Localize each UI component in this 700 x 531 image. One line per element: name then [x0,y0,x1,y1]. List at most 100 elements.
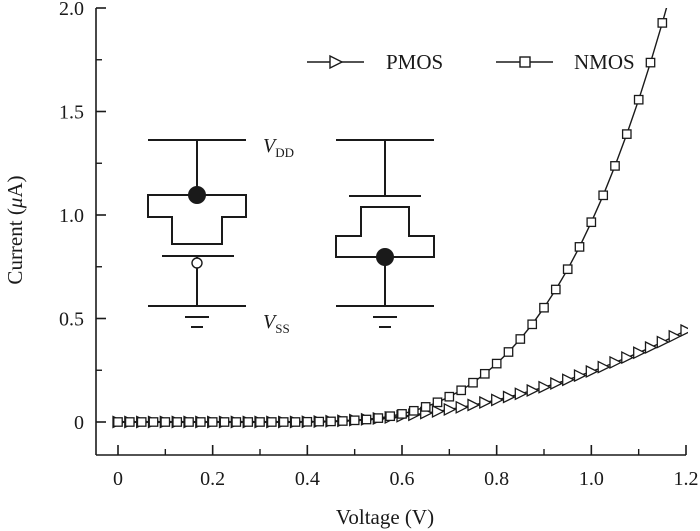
nmos-point [645,57,656,68]
nmos-point [527,319,538,330]
pmos-point [502,390,516,404]
nmos-point [468,377,478,388]
pmos-point [455,400,469,414]
pmos-point [443,402,457,416]
inset-left-filled-dot [188,186,206,204]
x-tick-label: 0.4 [295,468,320,490]
legend: PMOS NMOS [307,50,635,74]
plot-frame [96,8,686,455]
y-tick-label: 1.5 [59,102,84,124]
nmos-point [397,409,407,419]
nmos-point [361,414,372,425]
inset-left-body [147,194,247,245]
y-axis-title: Current (μA) [3,175,27,284]
nmos-point [503,347,514,357]
nmos-point [515,334,526,344]
pmos-point [538,380,552,394]
nmos-point [574,242,585,252]
nmos-point [243,417,254,427]
pmos-point [431,404,445,418]
x-tick-label: 1.0 [579,468,604,490]
nmos-point [373,413,384,423]
nmos-point [290,417,301,427]
nmos-point [172,417,183,427]
nmos-point [184,417,194,427]
nmos-point [255,417,265,427]
nmos-point [598,190,609,201]
inset-vdd-label: VDD [263,135,294,160]
pmos-point [585,364,599,379]
series-layer [112,8,688,429]
y-tick-label: 2.0 [59,0,84,20]
nmos-point [266,417,277,427]
x-tick-label: 0.6 [390,468,415,490]
nmos-point [148,417,159,427]
pmos-point [467,398,481,412]
plot-area: 0 0.5 1.0 1.5 2.0 0 0.2 0.4 0.6 0.8 1.0 1.2 [59,0,699,490]
inset-vss-label: VSS [263,311,290,336]
nmos-point [562,264,573,275]
inset-vss-main: V [263,311,278,333]
y-axis-title-mu: μ [3,198,27,210]
x-axis-title: Voltage (V) [336,505,434,529]
nmos-point [586,217,597,228]
nmos-point [621,129,632,139]
nmos-point [550,284,561,295]
nmos-point [113,417,123,427]
nmos-point [385,411,396,422]
nmos-point [160,417,171,427]
nmos-point [456,385,467,396]
pmos-point [621,351,635,365]
nmos-point [633,94,644,105]
pmos-point [609,355,623,369]
legend-pmos-label: PMOS [386,50,443,74]
nmos-point [432,397,443,408]
pmos-point [597,360,611,374]
nmos-point [195,417,206,427]
nmos-point [479,368,490,379]
legend-nmos-label: NMOS [574,50,635,74]
y-axis-title-suffix: A) [3,175,27,197]
nmos-point [314,416,325,427]
y-axis-title-prefix: Current ( [3,208,27,284]
nmos-point [302,416,313,427]
nmos-point [219,417,230,427]
nmos-point [408,405,419,416]
pmos-point [680,323,688,338]
nmos-point [136,417,147,427]
y-tick-label: 1.0 [59,205,84,227]
nmos-point [231,417,242,427]
pmos-point [514,387,528,401]
pmos-point [668,329,682,343]
x-tick-label: 0 [113,468,123,490]
legend-nmos-marker [519,56,531,68]
legend-pmos-marker [329,54,344,70]
pmos-point [656,335,670,349]
nmos-point [657,18,668,28]
series-line-pmos [118,329,687,423]
nmos-point [444,391,455,402]
nmos-point [491,358,502,369]
x-tick-label: 0.2 [200,468,225,490]
inset-schematic [147,139,435,328]
nmos-point [207,417,218,427]
y-tick-label: 0.5 [59,309,84,331]
nmos-point [278,417,289,427]
series-group [112,8,688,429]
inset-right-body [335,206,435,258]
pmos-point [550,376,564,391]
pmos-point [479,395,493,410]
inset-vss-sub: SS [275,321,289,336]
nmos-point [349,415,360,426]
pmos-point [644,340,658,355]
x-tick-label: 0.8 [484,468,509,490]
x-tick-label: 1.2 [674,468,699,490]
nmos-point [610,161,620,171]
inset-vdd-sub: DD [275,145,294,160]
nmos-point [539,302,549,313]
inset-left-open-dot [191,257,203,269]
nmos-point [124,417,135,427]
nmos-point [420,402,431,412]
pmos-point [633,346,647,360]
